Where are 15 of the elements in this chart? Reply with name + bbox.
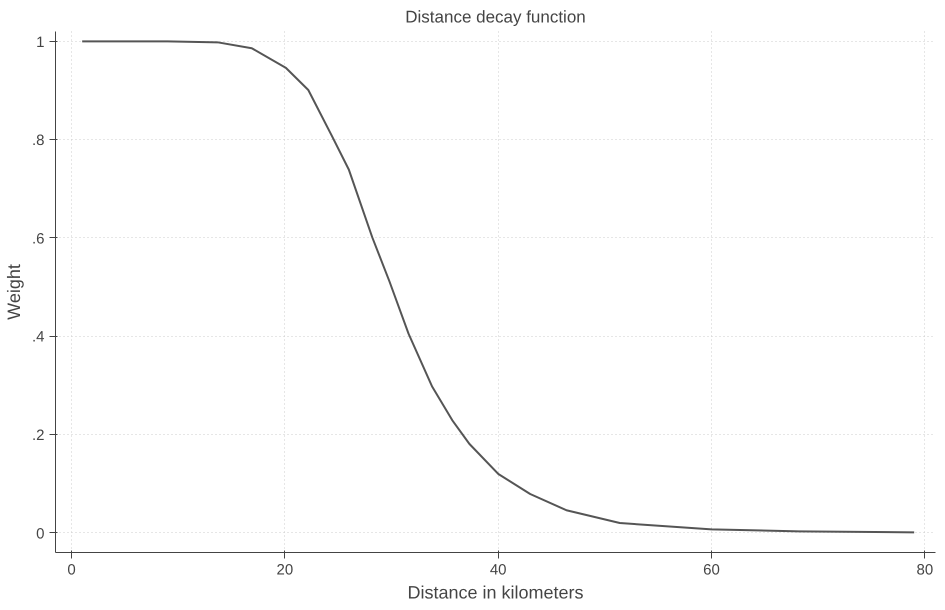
x-tick-label: 20 — [276, 562, 294, 578]
x-axis-title: Distance in kilometers — [407, 582, 584, 602]
chart-title: Distance decay function — [405, 8, 586, 26]
x-tick-label: 80 — [916, 562, 934, 578]
y-axis-title: Weight — [4, 264, 24, 320]
x-tick-label: 40 — [490, 562, 507, 578]
x-tick-label: 0 — [67, 562, 76, 578]
y-tick-label: 0 — [36, 525, 44, 542]
y-tick-label: .8 — [32, 132, 45, 150]
y-tick-label: .6 — [32, 230, 45, 248]
x-tick-label: 60 — [703, 562, 720, 578]
line-series — [81, 40, 916, 534]
y-tick-label: .2 — [32, 427, 45, 444]
y-tick-label: 1 — [36, 34, 44, 51]
y-tick-label: .4 — [32, 328, 45, 346]
